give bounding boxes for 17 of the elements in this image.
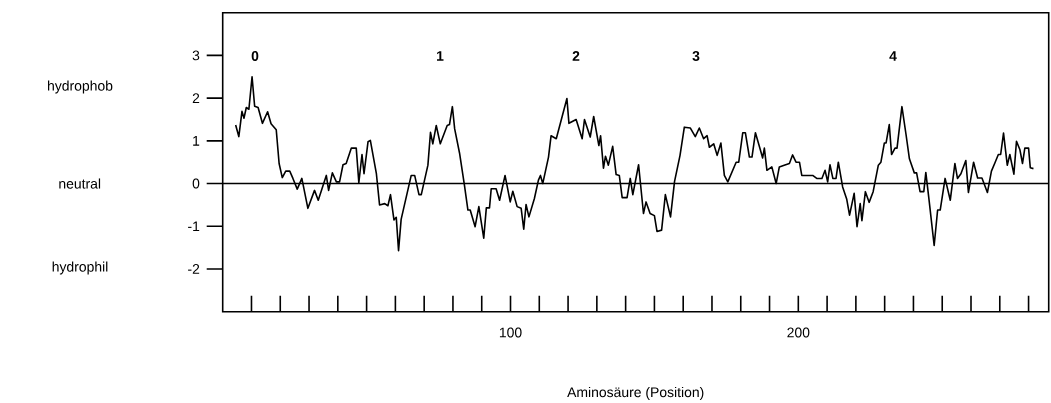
ref-line-label: neutral bbox=[59, 178, 101, 189]
text: hydrophob bbox=[48, 80, 113, 94]
y-tick-label: 0 bbox=[192, 178, 200, 189]
y-tick-label: 1 bbox=[193, 136, 200, 146]
y-tick-label: 2 bbox=[192, 93, 200, 103]
text: hydrophil bbox=[52, 261, 108, 275]
x-axis-title: Aminosäure (Position) bbox=[567, 386, 704, 400]
x-tick-label: 200 bbox=[787, 327, 810, 338]
annotation: 1 bbox=[437, 51, 444, 61]
annotation: 2 bbox=[572, 51, 580, 61]
annotation: 4 bbox=[889, 51, 897, 61]
y-tick-label: 3 bbox=[192, 50, 200, 61]
annotation: 3 bbox=[692, 51, 700, 61]
x-tick-label: 100 bbox=[499, 327, 522, 338]
annotation: 0 bbox=[251, 51, 259, 61]
y-tick-label: -2 bbox=[188, 264, 200, 274]
y-tick-label: -1 bbox=[188, 221, 200, 232]
